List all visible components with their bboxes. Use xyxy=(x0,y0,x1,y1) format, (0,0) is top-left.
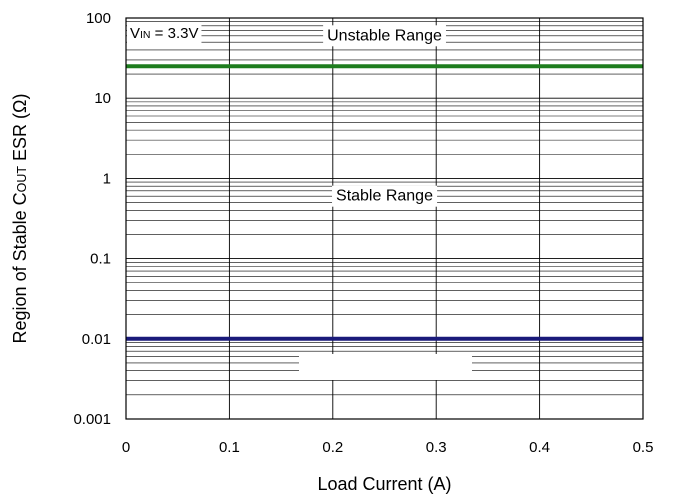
x-tick-labels: 0 0.1 0.2 0.3 0.4 0.5 xyxy=(122,439,654,456)
annotation-background xyxy=(323,25,446,47)
x-tick-label: 0.4 xyxy=(529,439,550,456)
y-tick-label: 1 xyxy=(103,170,111,187)
annotation-label: Unstable Range xyxy=(327,27,442,44)
y-tick-label: 100 xyxy=(86,10,111,27)
y-tick-label: 0.001 xyxy=(73,411,111,428)
x-tick-label: 0 xyxy=(122,439,130,456)
y-tick-label: 0.1 xyxy=(90,251,111,268)
y-axis-label: Region of Stable COUT ESR (Ω) xyxy=(10,94,30,344)
series-lines xyxy=(126,64,643,341)
x-tick-label: 0.1 xyxy=(219,439,240,456)
plot-frame xyxy=(125,17,644,420)
x-axis-label: Load Current (A) xyxy=(317,474,451,494)
y-tick-labels: 100 10 1 0.1 0.01 0.001 xyxy=(73,10,111,428)
x-tick-label: 0.2 xyxy=(322,439,343,456)
x-tick-label: 0.5 xyxy=(633,439,654,456)
annotation-label: Stable Range xyxy=(336,188,433,205)
legend-blank-box xyxy=(299,354,472,380)
annotations: Unstable Range Stable Range xyxy=(323,25,446,207)
x-tick-label: 0.3 xyxy=(426,439,447,456)
condition-label: VIN = 3.3V xyxy=(130,25,198,42)
condition-label-background xyxy=(127,23,202,44)
y-tick-label: 0.01 xyxy=(82,331,111,348)
y-tick-label: 10 xyxy=(94,90,111,107)
annotation-background xyxy=(332,185,438,207)
